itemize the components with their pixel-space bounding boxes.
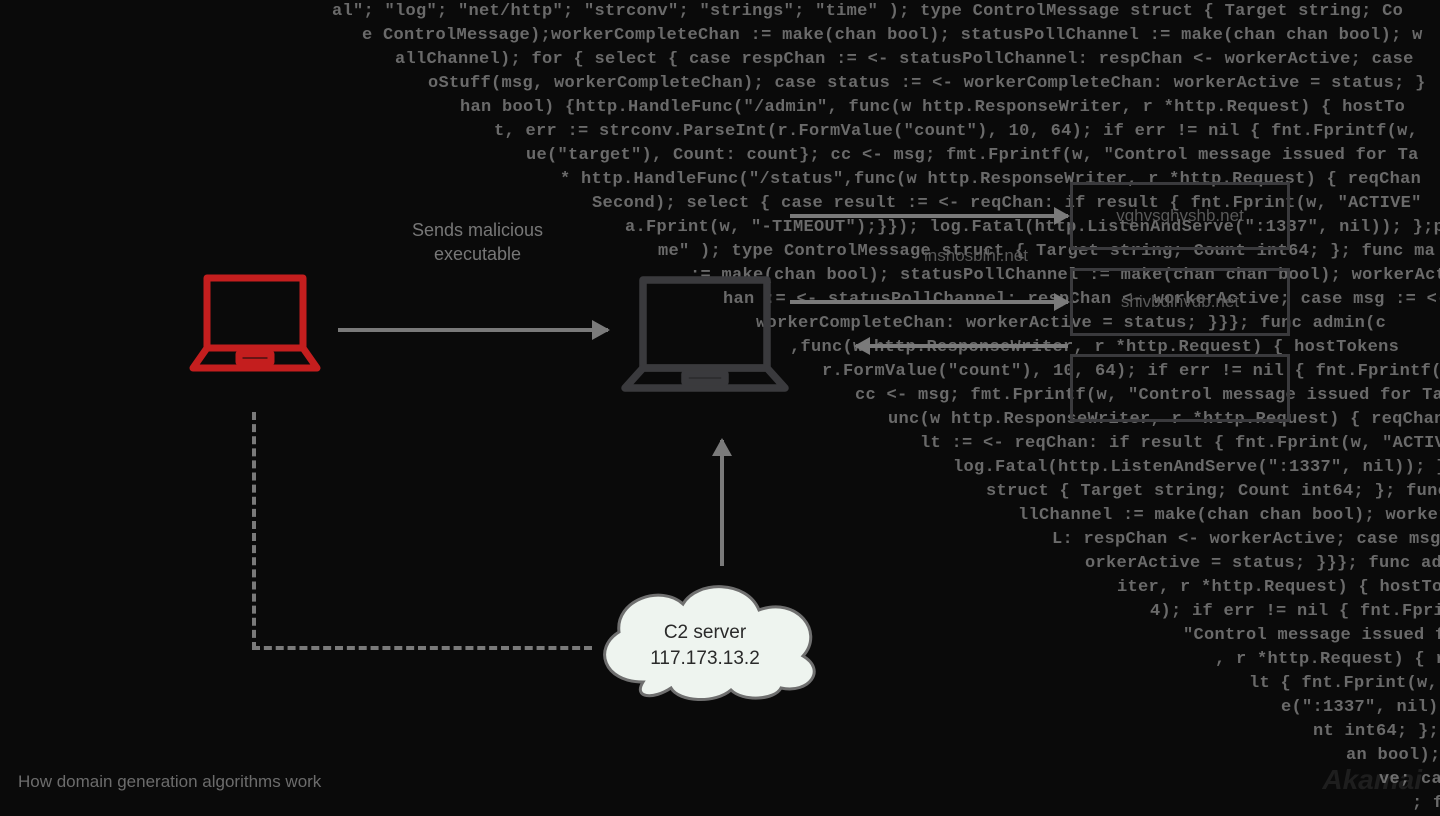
cloud-text: C2 server 117.173.13.2: [575, 620, 835, 672]
arrow-c2-to-victim: [720, 440, 724, 566]
arrow-domain-1: [790, 214, 1068, 218]
cloud-ip: 117.173.13.2: [575, 646, 835, 672]
domain-label-3: inshosbihi.net: [916, 246, 1036, 266]
arrow-domain-3: [856, 344, 1068, 348]
dashed-attacker-to-c2: [252, 412, 592, 650]
diagram-layer: Sends malicious executable vghvsghvshb.n…: [0, 0, 1440, 810]
domain-label-2: shivbdlhvdb.net: [1075, 292, 1285, 312]
cloud-label: C2 server: [575, 620, 835, 646]
attacker-laptop-icon: [185, 270, 325, 395]
send-label: Sends malicious executable: [410, 218, 545, 266]
domain-box-3: [1070, 354, 1290, 422]
domain-label-1: vghvsghvshb.net: [1075, 206, 1285, 226]
arrow-send: [338, 328, 608, 332]
c2-cloud-icon: C2 server 117.173.13.2: [575, 570, 835, 702]
victim-laptop-icon: [615, 270, 795, 415]
arrow-domain-2: [790, 300, 1068, 304]
